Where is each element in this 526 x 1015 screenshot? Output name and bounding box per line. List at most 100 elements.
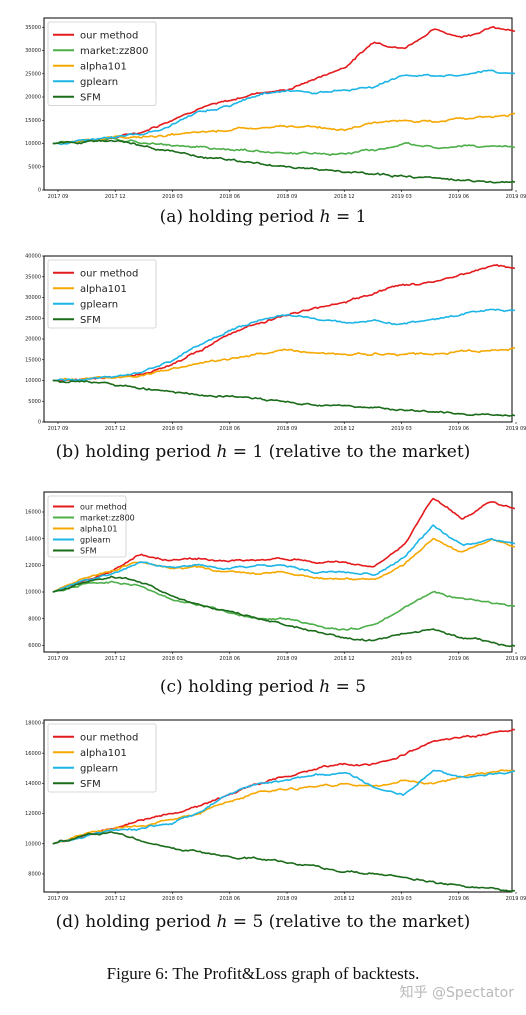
- caption-c-suffix: = 5: [330, 677, 367, 697]
- legend-box: [47, 21, 157, 106]
- series-line-our-method: [52, 497, 516, 593]
- x-tick-label: 2018 12: [334, 426, 355, 432]
- y-tick-label: 12000: [25, 811, 41, 817]
- x-tick-label: 2019 06: [448, 896, 469, 902]
- y-tick-label: 30000: [25, 48, 41, 54]
- x-tick-label: 2018 12: [334, 656, 355, 662]
- x-tick-label: 2019 03: [391, 194, 412, 200]
- x-tick-label: 2019 03: [391, 426, 412, 432]
- legend-label: gplearn: [80, 763, 118, 774]
- y-tick-label: 10000: [25, 141, 41, 147]
- y-tick-label: 10000: [25, 378, 41, 384]
- y-tick-label: 0: [38, 188, 41, 194]
- legend-label: our method: [80, 502, 127, 511]
- series-line-sfm: [52, 139, 516, 184]
- y-tick-label: 35000: [25, 25, 41, 31]
- panel-d: 8000 10000 12000 14000 16000 18000 2017 09 2017…: [0, 716, 526, 946]
- y-tick-label: 20000: [25, 337, 41, 343]
- caption-c-var: h: [319, 677, 331, 697]
- watermark: 知乎 @Spectator: [399, 985, 514, 1001]
- x-tick-label: 2018 09: [277, 896, 298, 902]
- x-tick-label: 2019 06: [448, 426, 469, 432]
- y-tick-label: 0: [38, 420, 41, 426]
- x-tick-label: 2019 03: [391, 896, 412, 902]
- y-tick-label: 16000: [25, 751, 41, 757]
- x-tick-label: 2018 12: [334, 896, 355, 902]
- legend-label: alpha101: [80, 524, 117, 533]
- x-tick-label: 2017 09: [48, 194, 69, 200]
- x-tick-label: 2018 03: [162, 426, 183, 432]
- y-tick-label: 5000: [28, 164, 41, 170]
- x-tick-label: 2018 06: [219, 426, 240, 432]
- legend-label: gplearn: [80, 77, 118, 88]
- caption-a: (a) holding period h = 1: [0, 207, 526, 227]
- caption-b: (b) holding period h = 1 (relative to th…: [0, 442, 526, 462]
- series-line-alpha101: [52, 346, 516, 382]
- legend-label: gplearn: [80, 299, 118, 310]
- y-tick-label: 10000: [25, 841, 41, 847]
- x-tick-label: 2019 06: [448, 656, 469, 662]
- series-line-alpha101: [52, 537, 516, 593]
- x-tick-label: 2018 12: [334, 194, 355, 200]
- legend-label: alpha101: [80, 748, 127, 759]
- y-tick-label: 40000: [25, 254, 41, 260]
- y-tick-label: 14000: [25, 781, 41, 787]
- y-tick-label: 8000: [28, 872, 41, 878]
- caption-a-var: h: [319, 207, 331, 227]
- series-line-sfm: [52, 575, 516, 648]
- legend-box: [47, 259, 157, 329]
- chart-a: 0 5000 10000 15000 20000 25000 30000 35000 2017 …: [25, 17, 526, 200]
- series-line-alpha101: [52, 769, 515, 845]
- x-tick-label: 2018 06: [219, 656, 240, 662]
- panel-a: 0 5000 10000 15000 20000 25000 30000 35000 2017 …: [0, 10, 526, 242]
- legend-label: market:zz800: [80, 46, 148, 57]
- chart-d: 8000 10000 12000 14000 16000 18000 2017 09 2017…: [25, 719, 526, 902]
- series-line-our-method: [52, 728, 515, 845]
- caption-b-var: h: [216, 442, 228, 462]
- y-tick-label: 20000: [25, 95, 41, 101]
- caption-d-var: h: [216, 912, 228, 932]
- legend-label: our method: [80, 732, 138, 743]
- caption-d-prefix: (d) holding period: [55, 912, 217, 932]
- x-tick-label: 2017 12: [105, 194, 126, 200]
- plot-frame: [43, 491, 513, 653]
- y-tick-label: 30000: [25, 295, 41, 301]
- y-tick-label: 6000: [28, 643, 41, 649]
- series-line-gplearn: [52, 524, 516, 593]
- x-tick-label: 2017 09: [48, 896, 69, 902]
- legend-label: SFM: [80, 546, 97, 555]
- caption-b-prefix: (b) holding period: [55, 442, 217, 462]
- y-tick-label: 16000: [25, 510, 41, 516]
- y-tick-label: 35000: [25, 274, 41, 280]
- caption-b-suffix: = 1 (relative to the market): [227, 442, 471, 462]
- x-tick-label: 2019 03: [391, 656, 412, 662]
- y-tick-label: 25000: [25, 316, 41, 322]
- y-tick-label: 15000: [25, 357, 41, 363]
- x-tick-label: 2018 03: [162, 896, 183, 902]
- x-tick-label: 2018 09: [277, 426, 298, 432]
- series-line-market-zz800: [52, 580, 516, 631]
- figure-caption: Figure 6: The Profit&Loss graph of backt…: [106, 964, 420, 983]
- legend-label: our method: [80, 268, 138, 279]
- legend-label: market:zz800: [80, 513, 135, 522]
- caption-d: (d) holding period h = 5 (relative to th…: [0, 912, 526, 932]
- x-tick-label: 2019 09: [506, 656, 526, 662]
- x-tick-label: 2018 09: [277, 194, 298, 200]
- series-line-market-zz800: [52, 136, 516, 157]
- plot-frame: [43, 719, 513, 893]
- x-tick-label: 2018 03: [162, 656, 183, 662]
- legend-label: gplearn: [80, 535, 110, 544]
- caption-a-prefix: (a) holding period: [159, 207, 320, 227]
- x-tick-label: 2017 09: [48, 656, 69, 662]
- legend-label: SFM: [80, 92, 101, 103]
- series-line-sfm: [52, 379, 516, 417]
- x-tick-label: 2018 03: [162, 194, 183, 200]
- x-tick-label: 2018 06: [219, 896, 240, 902]
- caption-c: (c) holding period h = 5: [0, 677, 526, 697]
- caption-a-suffix: = 1: [330, 207, 367, 227]
- caption-d-suffix: = 5 (relative to the market): [227, 912, 471, 932]
- caption-c-prefix: (c) holding period: [159, 677, 320, 697]
- series-line-gplearn: [52, 69, 515, 146]
- y-tick-label: 25000: [25, 71, 41, 77]
- x-tick-label: 2018 09: [277, 656, 298, 662]
